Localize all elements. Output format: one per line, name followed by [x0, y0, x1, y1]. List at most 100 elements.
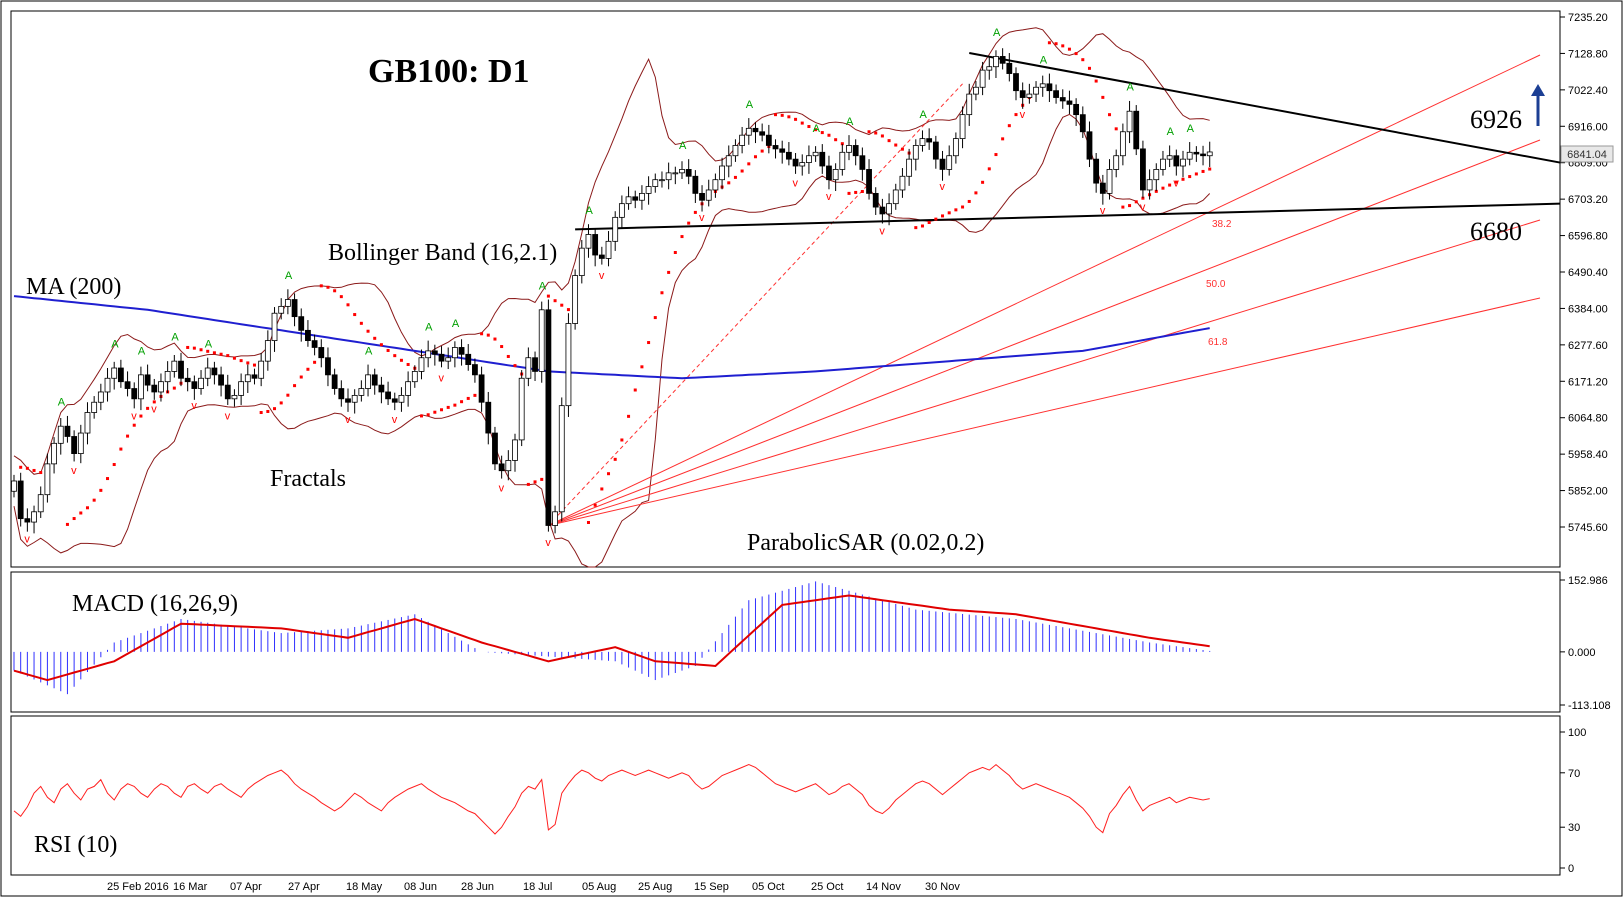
trendlines	[575, 52, 1561, 231]
candle-body	[739, 134, 746, 146]
candle-body	[451, 347, 458, 359]
macd-panel: 152.986 0.000 -113.108	[13, 575, 1611, 712]
candle-body	[104, 377, 111, 393]
fractal-down-mark: v	[345, 414, 351, 426]
candle-body	[218, 374, 224, 386]
psar-dot	[506, 354, 510, 358]
fractal-down-mark: v	[191, 400, 197, 412]
psar-dot	[620, 438, 624, 442]
candle-body	[131, 388, 138, 400]
fractals: v Av Av Av Av Av Av Av Av Av Av Av Av Av Av Av Av Av Av Av A…	[24, 27, 1194, 549]
candle-body	[572, 275, 579, 324]
candle-body	[144, 374, 151, 386]
fractal-down-mark: v	[24, 534, 30, 546]
x-tick-label: 28 Jun	[461, 881, 494, 893]
psar-dot	[1108, 113, 1112, 117]
y-tick-label: 7128.80	[1568, 48, 1608, 60]
psar-dot	[607, 472, 611, 476]
psar-dot	[480, 332, 484, 336]
fractal-down-mark: v	[599, 270, 605, 282]
psar-dot	[787, 115, 791, 119]
candle-body	[478, 374, 485, 403]
candle-body	[445, 357, 452, 362]
psar-dot	[1134, 200, 1138, 204]
candle-body	[485, 401, 492, 434]
psar-dot	[259, 411, 263, 415]
psar-dot	[206, 349, 210, 353]
psar-dot	[1188, 175, 1192, 179]
candle-body	[238, 381, 245, 396]
fib-382-label: 38.2	[1212, 219, 1232, 230]
candle-body	[458, 347, 465, 355]
candle-body	[1173, 155, 1180, 167]
psar-dot	[633, 388, 637, 392]
psar-dot	[740, 169, 744, 173]
candle-body	[311, 340, 318, 348]
psar-dot	[25, 466, 29, 470]
candle-body	[772, 145, 779, 150]
up-arrow-icon	[1531, 84, 1545, 96]
psar-dot	[687, 221, 691, 225]
psar-dot	[847, 191, 851, 195]
fractal-down-mark: v	[1100, 205, 1106, 217]
candle-body	[465, 353, 472, 365]
candle-body	[578, 247, 585, 276]
fib-618-label: 61.8	[1208, 337, 1228, 348]
support-level-label: 6680	[1470, 217, 1522, 246]
fractal-down-mark: v	[439, 373, 445, 385]
psar-dot	[854, 190, 858, 194]
candle-body	[1140, 148, 1146, 191]
candle-body	[532, 357, 538, 372]
psar-dot	[867, 130, 871, 134]
psar-dot	[600, 487, 604, 491]
candle-body	[51, 442, 57, 465]
candle-body	[752, 127, 759, 133]
fractal-up-mark: A	[813, 123, 821, 135]
fractal-down-mark: v	[1173, 178, 1179, 190]
psar-dot	[299, 375, 303, 379]
candle-body	[1053, 90, 1059, 98]
candle-body	[158, 381, 164, 393]
candle-body	[117, 367, 124, 383]
psar-dot	[660, 291, 664, 295]
psar-dot	[894, 143, 898, 147]
candle-body	[892, 189, 899, 205]
candle-body	[1066, 100, 1073, 105]
candle-body	[959, 114, 966, 140]
psar-dot	[426, 413, 430, 417]
y-tick-label: 5958.40	[1568, 449, 1608, 461]
psar-dot	[152, 400, 156, 404]
fractal-up-mark: A	[539, 280, 547, 292]
rsi-y-tick-label: 70	[1568, 768, 1580, 780]
candle-body	[705, 189, 712, 201]
fractal-up-mark: A	[1187, 123, 1195, 135]
candle-body	[1079, 114, 1086, 133]
psar-dot	[1141, 196, 1145, 200]
psar-dot	[500, 345, 504, 349]
price-panel-frame	[10, 10, 1561, 568]
candle-body	[1006, 62, 1013, 74]
candle-body	[679, 169, 685, 174]
candle-body	[605, 240, 612, 259]
candle-body	[418, 357, 425, 372]
candle-body	[358, 388, 365, 396]
x-tick-label: 27 Apr	[288, 881, 320, 893]
psar-dot	[513, 364, 517, 368]
candle-body	[1193, 151, 1200, 155]
psar-dot	[800, 121, 804, 125]
psar-dot	[1087, 66, 1091, 70]
psar-dot	[139, 414, 143, 418]
candle-body	[1039, 83, 1046, 88]
psar-dot	[540, 477, 544, 481]
chart-title: GB100: D1	[368, 53, 530, 90]
psar-dot	[947, 211, 951, 215]
psar-dot	[927, 220, 931, 224]
psar-dot	[346, 303, 350, 307]
psar-dot	[99, 488, 103, 492]
candle-body	[618, 203, 625, 218]
psar-dot	[774, 113, 778, 117]
candle-body	[191, 381, 198, 389]
psar-dot	[1128, 204, 1132, 208]
psar-dot	[353, 313, 357, 317]
macd-y-tick-label: 0.000	[1568, 647, 1596, 659]
